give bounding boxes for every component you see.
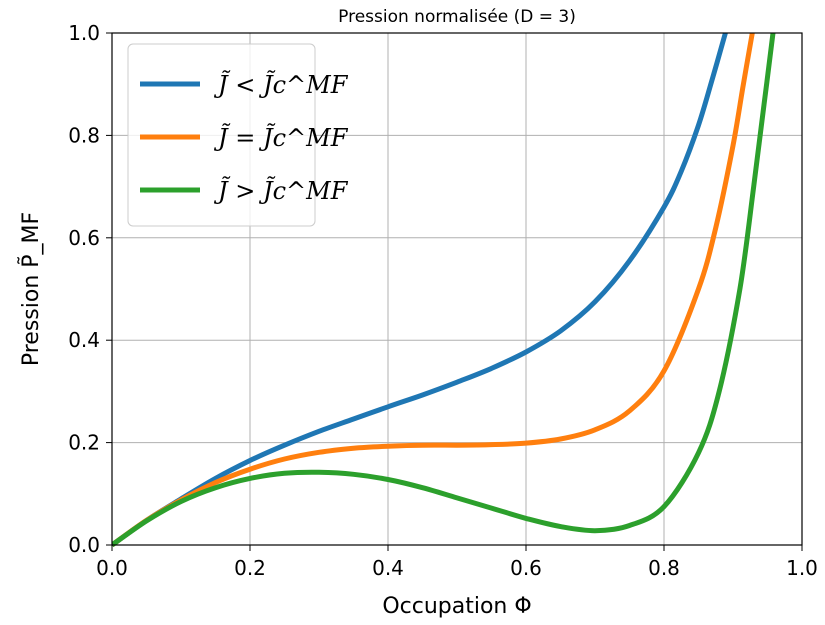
axis-ticks: 0.0 0.2 0.4 0.6 0.8 1.0 0.0 0.2 0.4 0.6 0.8 1.0	[68, 21, 818, 580]
legend-label-2: J̃ = J̃c^MF	[213, 124, 349, 152]
legend: J̃ < J̃c^MF J̃ = J̃c^MF J̃ > J̃c^MF	[127, 43, 349, 227]
chart-title: Pression normalisée (D = 3)	[338, 7, 576, 27]
y-tick-label: 1.0	[68, 21, 100, 45]
y-tick-label: 0.0	[68, 533, 100, 557]
legend-label-3: J̃ > J̃c^MF	[213, 177, 349, 205]
x-tick-label: 0.2	[234, 556, 266, 580]
y-tick-label: 0.2	[68, 431, 100, 455]
y-tick-label: 0.4	[68, 328, 100, 352]
x-tick-label: 0.6	[510, 556, 542, 580]
y-axis-label: Pression P̃_MF	[18, 212, 44, 366]
x-tick-label: 0.0	[96, 556, 128, 580]
plot-frame	[111, 32, 803, 546]
series-lines	[112, 32, 776, 547]
y-tick-label: 0.6	[68, 226, 100, 250]
y-tick-label: 0.8	[68, 123, 100, 147]
legend-label-1: J̃ < J̃c^MF	[213, 71, 349, 99]
x-tick-label: 1.0	[786, 556, 818, 580]
x-tick-label: 0.8	[648, 556, 680, 580]
x-axis-label: Occupation Φ	[382, 594, 531, 619]
series-line-3	[112, 32, 776, 547]
series-line-1	[112, 32, 728, 547]
legend-box	[127, 43, 316, 227]
series-line-2	[112, 32, 755, 547]
x-tick-label: 0.4	[372, 556, 404, 580]
